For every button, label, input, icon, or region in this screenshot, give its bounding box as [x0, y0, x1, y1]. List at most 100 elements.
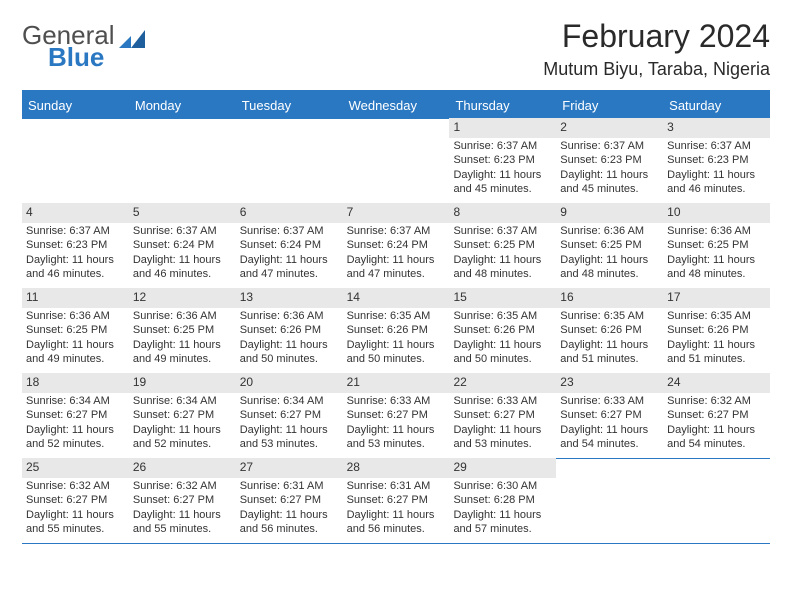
day-number	[556, 466, 663, 470]
day-body: Sunrise: 6:36 AMSunset: 6:25 PMDaylight:…	[129, 307, 236, 366]
daylight-line: Daylight: 11 hours and 53 minutes.	[240, 423, 339, 452]
day-number: 10	[663, 203, 770, 223]
week-row: 1Sunrise: 6:37 AMSunset: 6:23 PMDaylight…	[22, 119, 770, 204]
daylight-line: Daylight: 11 hours and 51 minutes.	[560, 338, 659, 367]
day-body: Sunrise: 6:35 AMSunset: 6:26 PMDaylight:…	[556, 307, 663, 366]
daylight-line: Daylight: 11 hours and 52 minutes.	[26, 423, 125, 452]
day-body: Sunrise: 6:30 AMSunset: 6:28 PMDaylight:…	[449, 477, 556, 536]
daylight-line: Daylight: 11 hours and 50 minutes.	[240, 338, 339, 367]
sunset-line: Sunset: 6:23 PM	[560, 153, 659, 167]
day-body: Sunrise: 6:35 AMSunset: 6:26 PMDaylight:…	[449, 307, 556, 366]
daylight-line: Daylight: 11 hours and 50 minutes.	[453, 338, 552, 367]
sunset-line: Sunset: 6:27 PM	[240, 408, 339, 422]
day-body: Sunrise: 6:31 AMSunset: 6:27 PMDaylight:…	[343, 477, 450, 536]
weekday-header: Thursday	[449, 92, 556, 119]
day-body: Sunrise: 6:35 AMSunset: 6:26 PMDaylight:…	[343, 307, 450, 366]
week-row: 11Sunrise: 6:36 AMSunset: 6:25 PMDayligh…	[22, 289, 770, 374]
daylight-line: Daylight: 11 hours and 48 minutes.	[453, 253, 552, 282]
day-cell: 5Sunrise: 6:37 AMSunset: 6:24 PMDaylight…	[129, 204, 236, 288]
calendar: SundayMondayTuesdayWednesdayThursdayFrid…	[22, 90, 770, 544]
day-number: 21	[343, 373, 450, 393]
daylight-line: Daylight: 11 hours and 46 minutes.	[133, 253, 232, 282]
day-number: 3	[663, 118, 770, 138]
day-cell	[236, 119, 343, 203]
day-cell	[556, 459, 663, 543]
week-row: 4Sunrise: 6:37 AMSunset: 6:23 PMDaylight…	[22, 204, 770, 289]
sunset-line: Sunset: 6:27 PM	[453, 408, 552, 422]
sunset-line: Sunset: 6:26 PM	[347, 323, 446, 337]
day-cell: 24Sunrise: 6:32 AMSunset: 6:27 PMDayligh…	[663, 374, 770, 458]
daylight-line: Daylight: 11 hours and 55 minutes.	[133, 508, 232, 537]
weekday-header: Friday	[556, 92, 663, 119]
daylight-line: Daylight: 11 hours and 50 minutes.	[347, 338, 446, 367]
sunrise-line: Sunrise: 6:35 AM	[560, 309, 659, 323]
day-body: Sunrise: 6:36 AMSunset: 6:25 PMDaylight:…	[663, 222, 770, 281]
sunset-line: Sunset: 6:24 PM	[240, 238, 339, 252]
sunset-line: Sunset: 6:25 PM	[667, 238, 766, 252]
sunset-line: Sunset: 6:25 PM	[453, 238, 552, 252]
day-cell: 11Sunrise: 6:36 AMSunset: 6:25 PMDayligh…	[22, 289, 129, 373]
daylight-line: Daylight: 11 hours and 46 minutes.	[26, 253, 125, 282]
day-cell	[22, 119, 129, 203]
day-cell: 7Sunrise: 6:37 AMSunset: 6:24 PMDaylight…	[343, 204, 450, 288]
daylight-line: Daylight: 11 hours and 57 minutes.	[453, 508, 552, 537]
day-number: 8	[449, 203, 556, 223]
day-body: Sunrise: 6:34 AMSunset: 6:27 PMDaylight:…	[236, 392, 343, 451]
day-number: 12	[129, 288, 236, 308]
day-number: 2	[556, 118, 663, 138]
day-number: 15	[449, 288, 556, 308]
day-cell: 9Sunrise: 6:36 AMSunset: 6:25 PMDaylight…	[556, 204, 663, 288]
day-number: 23	[556, 373, 663, 393]
daylight-line: Daylight: 11 hours and 52 minutes.	[133, 423, 232, 452]
daylight-line: Daylight: 11 hours and 54 minutes.	[560, 423, 659, 452]
daylight-line: Daylight: 11 hours and 45 minutes.	[453, 168, 552, 197]
day-cell: 10Sunrise: 6:36 AMSunset: 6:25 PMDayligh…	[663, 204, 770, 288]
daylight-line: Daylight: 11 hours and 47 minutes.	[347, 253, 446, 282]
day-cell: 1Sunrise: 6:37 AMSunset: 6:23 PMDaylight…	[449, 119, 556, 203]
day-body: Sunrise: 6:36 AMSunset: 6:26 PMDaylight:…	[236, 307, 343, 366]
day-cell: 2Sunrise: 6:37 AMSunset: 6:23 PMDaylight…	[556, 119, 663, 203]
daylight-line: Daylight: 11 hours and 46 minutes.	[667, 168, 766, 197]
daylight-line: Daylight: 11 hours and 49 minutes.	[26, 338, 125, 367]
daylight-line: Daylight: 11 hours and 53 minutes.	[347, 423, 446, 452]
sunrise-line: Sunrise: 6:32 AM	[667, 394, 766, 408]
sunset-line: Sunset: 6:28 PM	[453, 493, 552, 507]
sunrise-line: Sunrise: 6:36 AM	[26, 309, 125, 323]
sunrise-line: Sunrise: 6:33 AM	[453, 394, 552, 408]
day-body: Sunrise: 6:36 AMSunset: 6:25 PMDaylight:…	[22, 307, 129, 366]
day-cell: 23Sunrise: 6:33 AMSunset: 6:27 PMDayligh…	[556, 374, 663, 458]
sunrise-line: Sunrise: 6:34 AM	[240, 394, 339, 408]
sunset-line: Sunset: 6:27 PM	[26, 493, 125, 507]
daylight-line: Daylight: 11 hours and 53 minutes.	[453, 423, 552, 452]
day-number: 18	[22, 373, 129, 393]
day-number: 14	[343, 288, 450, 308]
sunrise-line: Sunrise: 6:37 AM	[560, 139, 659, 153]
sunrise-line: Sunrise: 6:32 AM	[26, 479, 125, 493]
day-cell: 29Sunrise: 6:30 AMSunset: 6:28 PMDayligh…	[449, 459, 556, 543]
day-number: 27	[236, 458, 343, 478]
day-cell: 13Sunrise: 6:36 AMSunset: 6:26 PMDayligh…	[236, 289, 343, 373]
week-row: 25Sunrise: 6:32 AMSunset: 6:27 PMDayligh…	[22, 459, 770, 544]
day-cell: 4Sunrise: 6:37 AMSunset: 6:23 PMDaylight…	[22, 204, 129, 288]
day-body: Sunrise: 6:37 AMSunset: 6:23 PMDaylight:…	[449, 137, 556, 196]
day-body: Sunrise: 6:34 AMSunset: 6:27 PMDaylight:…	[22, 392, 129, 451]
brand-part2: Blue	[22, 44, 104, 70]
sunrise-line: Sunrise: 6:31 AM	[347, 479, 446, 493]
day-number	[129, 126, 236, 130]
sunset-line: Sunset: 6:27 PM	[560, 408, 659, 422]
weekday-header: Wednesday	[343, 92, 450, 119]
brand-logo: General Blue	[22, 18, 145, 70]
day-number	[343, 126, 450, 130]
day-number: 17	[663, 288, 770, 308]
sunrise-line: Sunrise: 6:33 AM	[560, 394, 659, 408]
day-body: Sunrise: 6:33 AMSunset: 6:27 PMDaylight:…	[343, 392, 450, 451]
sunset-line: Sunset: 6:27 PM	[133, 408, 232, 422]
weekday-header: Tuesday	[236, 92, 343, 119]
daylight-line: Daylight: 11 hours and 45 minutes.	[560, 168, 659, 197]
day-cell: 17Sunrise: 6:35 AMSunset: 6:26 PMDayligh…	[663, 289, 770, 373]
daylight-line: Daylight: 11 hours and 49 minutes.	[133, 338, 232, 367]
daylight-line: Daylight: 11 hours and 56 minutes.	[347, 508, 446, 537]
day-cell: 3Sunrise: 6:37 AMSunset: 6:23 PMDaylight…	[663, 119, 770, 203]
sunrise-line: Sunrise: 6:34 AM	[133, 394, 232, 408]
day-number: 20	[236, 373, 343, 393]
